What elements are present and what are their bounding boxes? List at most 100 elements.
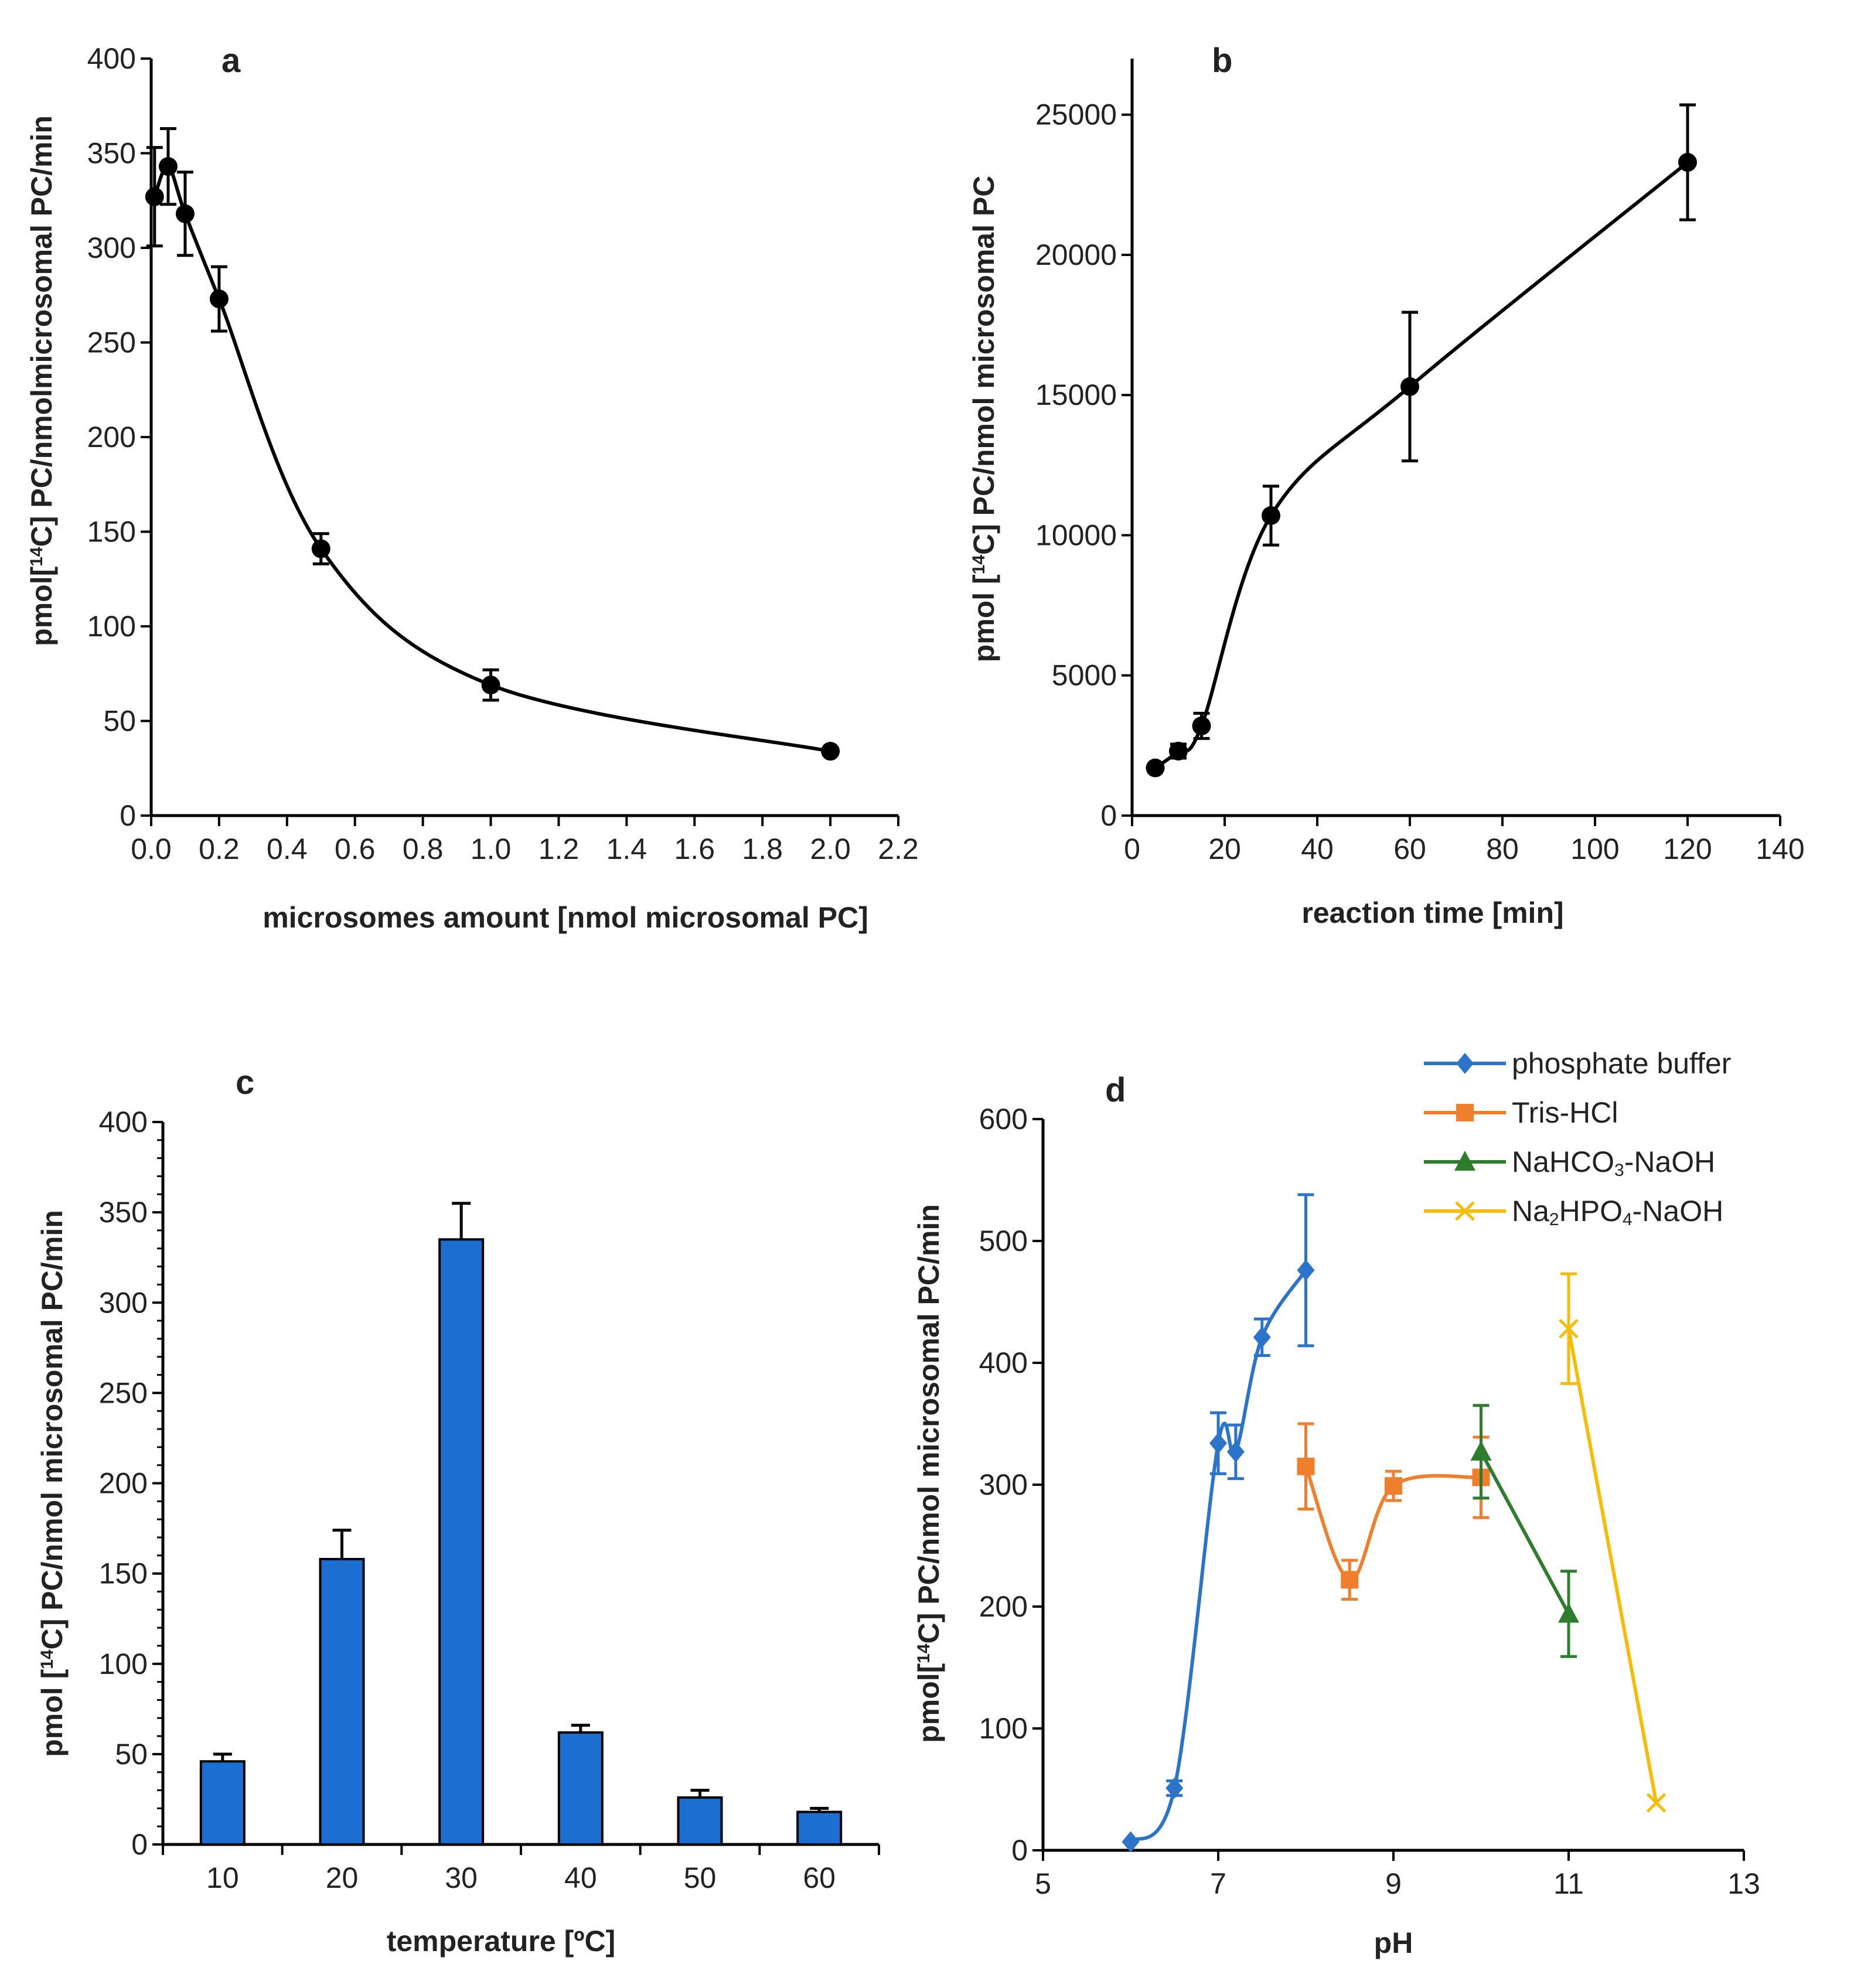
panel-a-y-tick-label: 0	[120, 799, 136, 832]
panel-d-y-tick-label: 100	[979, 1712, 1028, 1745]
panel-d-series-line-2	[1479, 1451, 1570, 1615]
panel-d-y-tick-label: 400	[979, 1346, 1028, 1379]
panel-a-data-point	[158, 157, 178, 176]
y-axis-label-b: pmol [14C] PC/nmol microsomal PC	[967, 176, 1000, 663]
panel-a-data-point	[821, 742, 840, 761]
panel-a-y-tick-label: 400	[87, 42, 136, 75]
panel-d-data-point	[1559, 1318, 1579, 1339]
x-axis-label-a: microsomes amount [nmol microsomal PC]	[263, 901, 868, 934]
panel-d-data-point	[1297, 1259, 1315, 1281]
panel-b-y-tick-label: 0	[1100, 799, 1117, 832]
panel-b-data-point	[1262, 506, 1280, 525]
panel-a-x-tick-label: 0.2	[199, 833, 240, 865]
panel-c-y-tick-label: 100	[99, 1648, 148, 1680]
panel-a-x-tick-label: 0.8	[403, 833, 444, 865]
panel-b-x-tick-label: 40	[1301, 833, 1334, 865]
panel-a: a pmol[14C] PC/nmolmicrosomal PC/min mic…	[25, 42, 919, 934]
panel-label-c: c	[236, 1063, 254, 1102]
panel-b-data-point	[1400, 377, 1419, 396]
panel-c-y-tick-label: 150	[99, 1557, 148, 1590]
panel-c-x-tick-label: 20	[326, 1861, 359, 1894]
legend-label: NaHCO3-NaOH	[1512, 1145, 1715, 1180]
panel-label-b: b	[1212, 42, 1232, 80]
panel-c-x-tick-label: 40	[564, 1861, 597, 1894]
x-axis-label-b: reaction time [min]	[1301, 896, 1563, 929]
legend-label: Tris-HCl	[1512, 1096, 1618, 1129]
panel-b-data-point	[1678, 153, 1697, 172]
panel-c-y-tick-label: 350	[99, 1196, 148, 1229]
legend-label: phosphate buffer	[1512, 1047, 1731, 1080]
panel-a-x-tick-label: 2.0	[810, 833, 851, 865]
panel-b-x-tick-label: 20	[1208, 833, 1241, 865]
panel-d-x-tick-label: 7	[1210, 1867, 1226, 1900]
panel-d-y-tick-label: 500	[979, 1225, 1028, 1257]
panel-a-x-tick-label: 1.6	[674, 833, 715, 865]
y-axis-label-a: pmol[14C] PC/nmolmicrosomal PC/min	[25, 115, 58, 646]
panel-label-d: d	[1105, 1071, 1126, 1109]
panel-a-y-tick-label: 250	[87, 326, 136, 359]
panel-d-x-tick-label: 9	[1385, 1867, 1402, 1900]
panel-d-data-point	[1385, 1477, 1402, 1495]
panel-a-y-tick-label: 100	[87, 610, 136, 643]
panel-a-x-tick-label: 0.0	[131, 833, 172, 865]
panel-c-x-tick-label: 60	[803, 1861, 836, 1894]
panel-d-data-point	[1297, 1457, 1315, 1475]
panel-a-x-tick-label: 0.6	[335, 833, 376, 865]
panel-d-y-tick-label: 200	[979, 1590, 1028, 1623]
panel-b-data-point	[1192, 716, 1211, 735]
legend-marker	[1456, 1053, 1474, 1074]
panel-d-data-point	[1341, 1571, 1359, 1589]
panel-a-data-point	[145, 187, 164, 206]
panel-b-x-tick-label: 0	[1124, 833, 1140, 865]
panel-c-bar	[557, 1731, 604, 1846]
panel-d: d pmol[14C] PC/nmol microsomal PC/min pH…	[912, 1047, 1760, 1959]
panel-b-y-tick-label: 20000	[1035, 238, 1117, 271]
y-axis-label-c: pmol [14C] PC/nmol microsomal PC/min	[36, 1210, 69, 1757]
panel-c-y-tick-label: 400	[99, 1106, 148, 1138]
panel-a-x-tick-label: 1.8	[742, 833, 783, 865]
panel-a-y-tick-label: 200	[87, 421, 136, 453]
panel-c-x-tick-label: 50	[684, 1861, 717, 1894]
panel-b-x-tick-label: 140	[1756, 833, 1804, 865]
panel-a-x-tick-label: 1.0	[471, 833, 512, 865]
panel-b-y-tick-label: 15000	[1035, 378, 1117, 411]
panel-a-data-point	[209, 289, 229, 309]
panel-d-y-tick-label: 300	[979, 1468, 1028, 1501]
panel-c: c pmol [14C] PC/nmol microsomal PC/min t…	[36, 1063, 880, 1958]
panel-c-bar	[199, 1760, 246, 1846]
panel-a-y-tick-label: 350	[87, 137, 136, 170]
panel-a-y-tick-label: 50	[103, 705, 136, 738]
panel-d-data-point	[1226, 1441, 1245, 1462]
panel-a-x-tick-label: 1.4	[606, 833, 647, 865]
panel-d-data-point	[1253, 1327, 1271, 1348]
panel-d-x-tick-label: 11	[1553, 1867, 1584, 1900]
panel-d-series-line-3	[1567, 1328, 1658, 1803]
panel-b-y-tick-label: 25000	[1035, 98, 1117, 131]
panel-a-x-tick-label: 1.2	[539, 833, 580, 865]
legend-marker	[1455, 1201, 1475, 1221]
legend-label: Na2HPO4-NaOH	[1512, 1195, 1723, 1229]
panel-d-series-line-0	[1129, 1269, 1308, 1843]
panel-b: b pmol [14C] PC/nmol microsomal PC react…	[967, 42, 1805, 929]
panel-b-data-point	[1146, 758, 1165, 778]
panel-c-bar	[319, 1557, 365, 1846]
panel-b-x-tick-label: 60	[1393, 833, 1426, 865]
legend-marker	[1454, 1151, 1475, 1171]
panel-d-y-tick-label: 0	[1011, 1834, 1028, 1867]
panel-b-y-tick-label: 5000	[1052, 659, 1117, 692]
panel-a-data-point	[175, 204, 195, 223]
panel-d-data-point	[1209, 1433, 1227, 1454]
panel-a-y-tick-label: 300	[87, 231, 136, 264]
panel-c-bar	[438, 1238, 485, 1846]
panel-c-y-tick-label: 250	[99, 1376, 148, 1409]
panel-c-x-tick-label: 30	[445, 1861, 478, 1894]
panel-a-x-tick-label: 0.4	[267, 833, 308, 865]
panel-b-series-line-0	[1154, 161, 1689, 770]
panel-d-data-point	[1646, 1793, 1666, 1813]
panel-b-x-tick-label: 100	[1570, 833, 1619, 865]
panel-label-a: a	[221, 42, 241, 80]
panel-c-y-tick-label: 300	[99, 1286, 148, 1319]
panel-d-data-point	[1470, 1440, 1492, 1461]
legend-marker	[1456, 1104, 1474, 1121]
